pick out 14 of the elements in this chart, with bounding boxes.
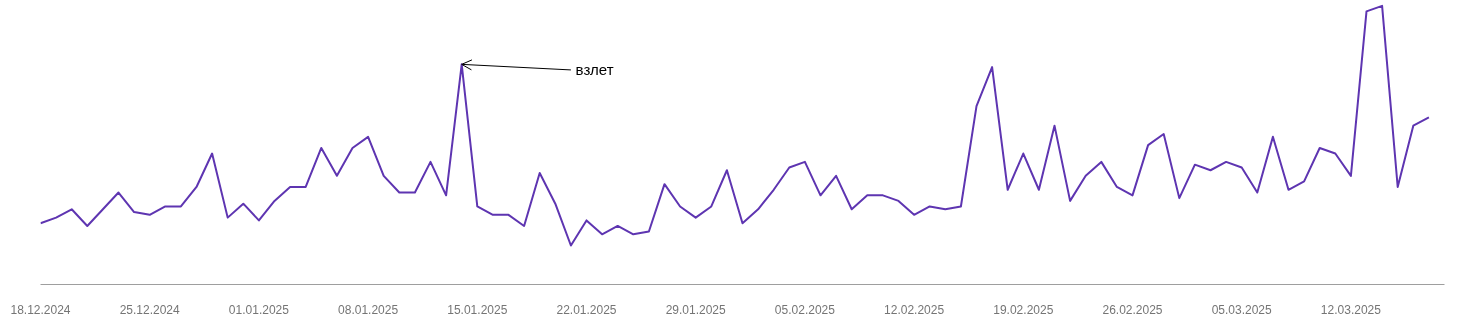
x-tick-label: 12.03.2025 bbox=[1320, 302, 1382, 317]
x-tick-label: 26.02.2025 bbox=[1102, 302, 1163, 317]
x-tick-label: 25.12.2024 bbox=[119, 302, 181, 317]
x-tick-label: 12.02.2025 bbox=[884, 302, 945, 317]
x-tick-label: 29.01.2025 bbox=[665, 302, 727, 317]
x-tick-label: 22.01.2025 bbox=[556, 302, 617, 317]
x-tick-label: 05.03.2025 bbox=[1211, 302, 1273, 317]
x-tick-label: 15.01.2025 bbox=[447, 302, 508, 317]
x-tick-label: 08.01.2025 bbox=[338, 302, 399, 317]
x-tick-label: 18.12.2024 bbox=[10, 302, 71, 317]
x-tick-label: 05.02.2025 bbox=[774, 302, 836, 317]
x-tick-label: 19.02.2025 bbox=[993, 302, 1054, 317]
x-tick-label: 01.01.2025 bbox=[228, 302, 290, 317]
annotation: взлет bbox=[575, 61, 614, 79]
